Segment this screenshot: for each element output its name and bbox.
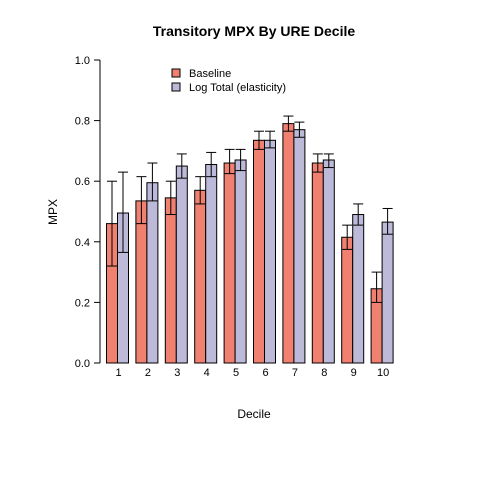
y-tick-label: 1.0	[75, 55, 90, 67]
x-tick-label: 1	[115, 367, 121, 379]
legend-swatch	[171, 68, 181, 78]
bar-baseline-2	[135, 200, 148, 364]
x-tick-label: 3	[174, 367, 180, 379]
bar-log-total-6	[264, 139, 276, 364]
x-tick-label: 10	[377, 367, 389, 379]
y-axis-label: MPX	[46, 199, 60, 225]
plot-area: 0.0 0.2 0.4 0.6 0.8 1.0 1 2 3 4 5 6 7 8 9 10	[75, 55, 394, 379]
y-tick-label: 0.6	[75, 176, 90, 188]
legend-label: Baseline	[189, 68, 231, 80]
bar-baseline-5	[223, 162, 236, 364]
bar-log-total-8	[322, 159, 335, 364]
bar-baseline-3	[164, 197, 177, 364]
bar-baseline-4	[194, 189, 207, 364]
x-tick-label: 8	[321, 367, 327, 379]
bar-log-total-5	[234, 159, 247, 364]
bar-baseline-7	[282, 123, 295, 364]
x-tick-label: 2	[145, 367, 151, 379]
bar-log-total-10	[381, 221, 394, 364]
y-tick-label: 0.2	[75, 297, 90, 309]
x-tick-label: 6	[262, 367, 268, 379]
x-tick-label: 7	[292, 367, 298, 379]
bar-baseline-9	[341, 236, 354, 364]
bar-baseline-8	[311, 162, 324, 364]
y-tick-label: 0.8	[75, 116, 90, 128]
bar-log-total-3	[175, 165, 188, 364]
bar-log-total-4	[205, 164, 218, 364]
x-axis-label: Decile	[237, 407, 271, 421]
legend: Baseline Log Total (elasticity)	[171, 68, 286, 94]
y-tick-label: 0.0	[75, 358, 90, 370]
bar-log-total-2	[146, 182, 159, 364]
x-tick-label: 9	[351, 367, 357, 379]
x-tick-label: 4	[204, 367, 210, 379]
y-tick-label: 0.4	[75, 237, 90, 249]
x-tick-label: 5	[233, 367, 239, 379]
bar-log-total-9	[352, 214, 365, 364]
legend-label: Log Total (elasticity)	[189, 82, 286, 94]
bar-log-total-7	[293, 129, 306, 364]
chart-title: Transitory MPX By URE Decile	[153, 23, 356, 39]
legend-swatch	[171, 82, 181, 92]
bar-baseline-6	[253, 139, 265, 364]
